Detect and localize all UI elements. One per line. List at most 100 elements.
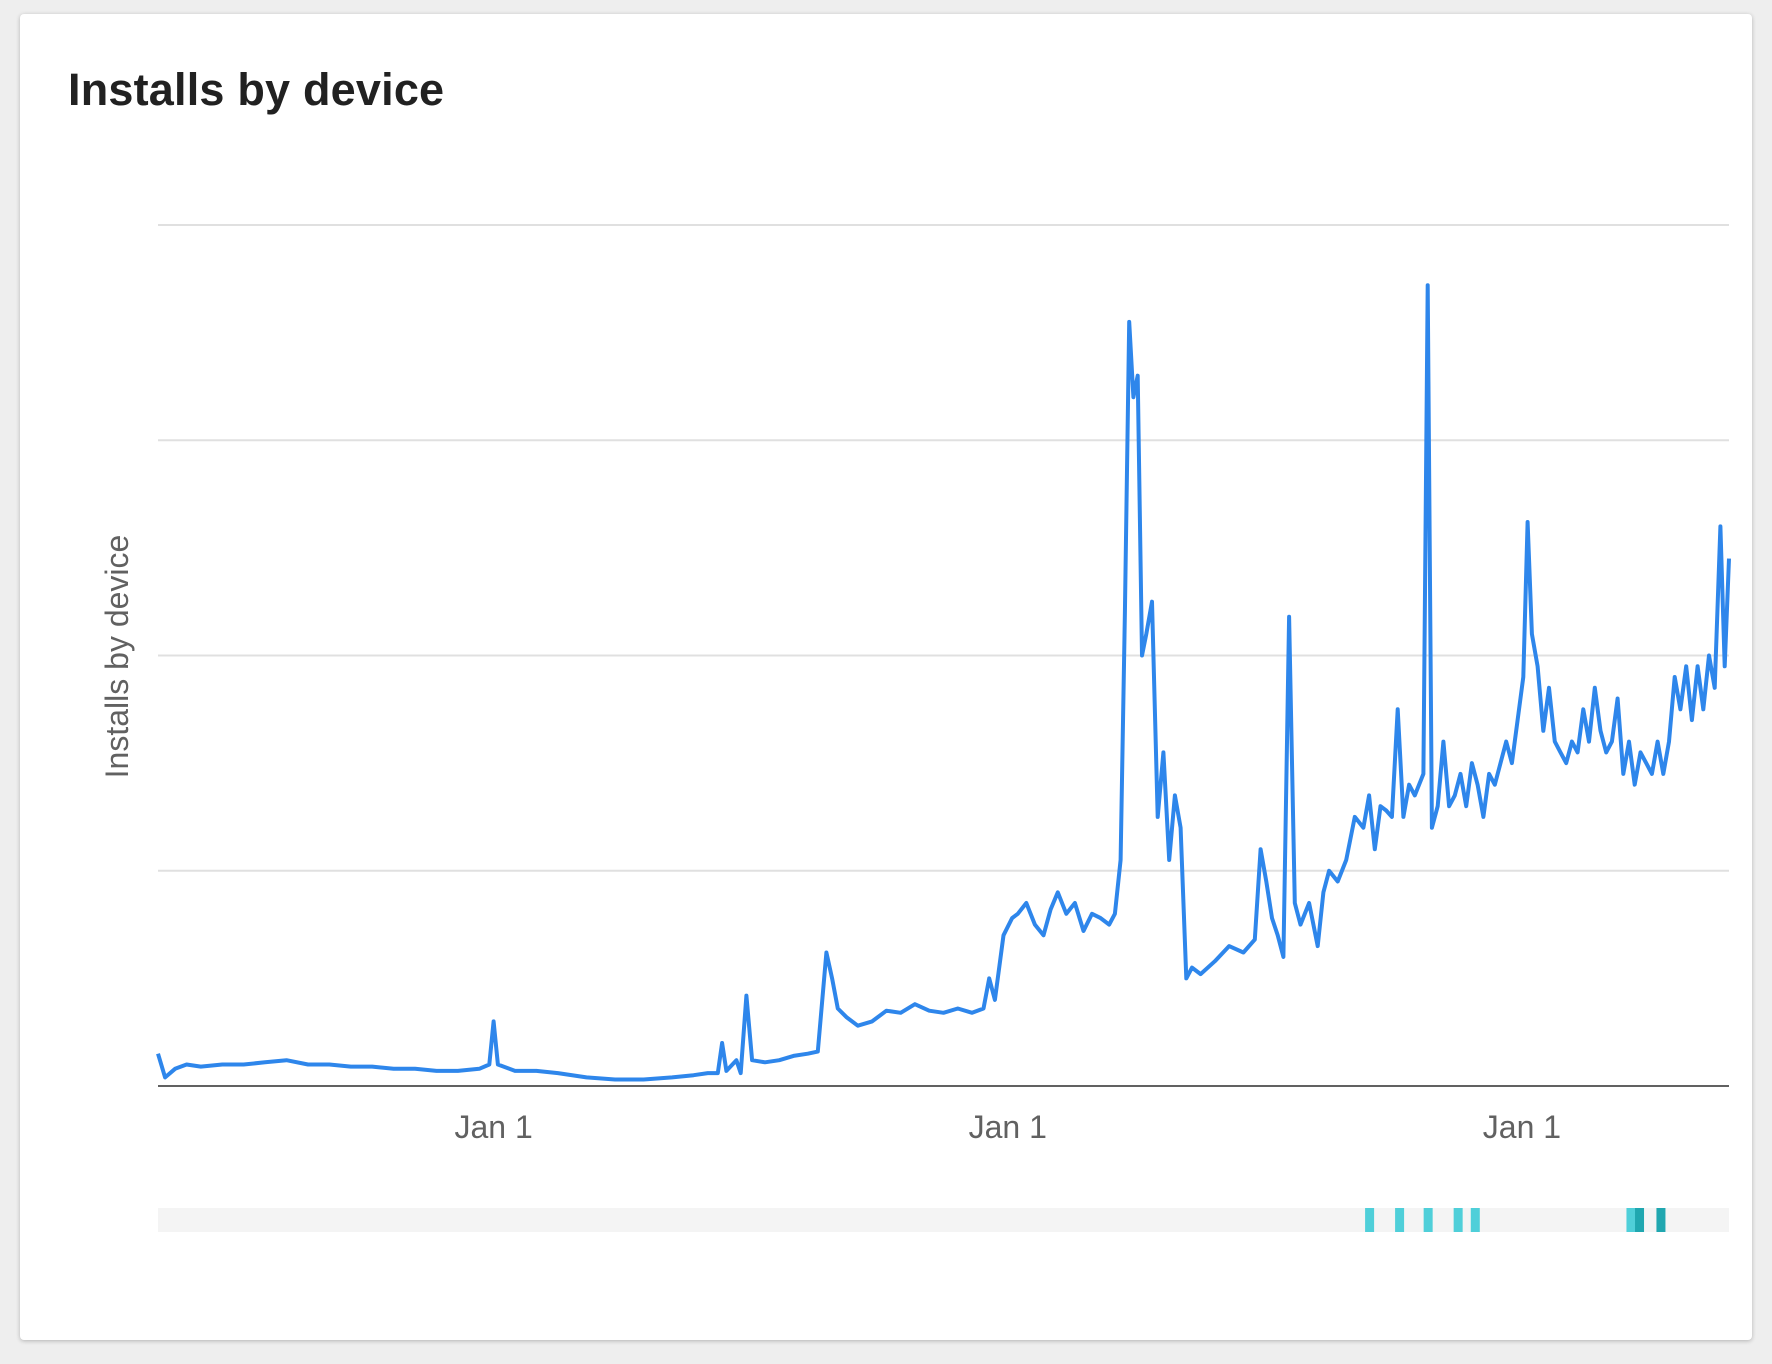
data-point [724,1069,728,1073]
data-point [1667,740,1671,744]
data-point [1604,750,1608,754]
data-point [987,976,991,980]
data-points [156,283,1731,1081]
data-point [1530,632,1534,636]
data-point [1321,890,1325,894]
data-point [242,1063,246,1067]
data-point [1140,654,1144,658]
data-point [1353,815,1357,819]
data-point [1453,793,1457,797]
data-point [1430,826,1434,830]
data-point [392,1067,396,1071]
data-point [1213,959,1217,963]
data-point [1678,707,1682,711]
data-point [716,1071,720,1075]
data-point [1576,750,1580,754]
data-point [1042,933,1046,937]
data-point [1661,772,1665,776]
data-point [1684,664,1688,668]
data-point [435,1069,439,1073]
data-point [734,1058,738,1062]
data-point [1633,783,1637,787]
data-point [739,1071,743,1075]
data-point [173,1067,177,1071]
data-point [1581,707,1585,711]
data-point [1281,955,1285,959]
data-point [1287,615,1291,619]
data-point [1293,901,1297,905]
data-point [613,1078,617,1082]
data-point [870,1019,874,1023]
data-point [777,1058,781,1062]
data-point [1639,750,1643,754]
data-point [763,1060,767,1064]
series-line [156,283,1731,1082]
data-point [163,1075,167,1079]
data-point [1559,750,1563,754]
data-point [1570,740,1574,744]
data-point [413,1067,417,1071]
data-point [1476,783,1480,787]
data-point [1299,923,1303,927]
data-point [993,998,997,1002]
data-point [1113,912,1117,916]
data-point [1690,718,1694,722]
y-axis-label: Installs by device [99,535,135,779]
data-point [1056,890,1060,894]
data-point [1464,804,1468,808]
data-point [1499,761,1503,765]
data-point [1119,858,1123,862]
data-point [720,1041,724,1045]
data-point [1426,283,1430,287]
data-point [1396,707,1400,711]
data-point [1024,901,1028,905]
data-point [982,1007,986,1011]
data-point [830,976,834,980]
data-point [1481,815,1485,819]
data-point [327,1063,331,1067]
data-point [1090,912,1094,916]
range-selector-track[interactable] [158,1208,1729,1232]
data-point [1144,632,1148,636]
data-point [1459,772,1463,776]
data-point [487,1063,491,1067]
data-point [1436,804,1440,808]
data-point [1276,933,1280,937]
data-point [1033,923,1037,927]
data-point [1564,761,1568,765]
data-point [1510,761,1514,765]
data-point [844,1015,848,1019]
data-point [199,1065,203,1069]
data-point [496,1063,500,1067]
data-point [477,1067,481,1071]
data-point [263,1060,267,1064]
data-point [670,1075,674,1079]
data-point [1179,826,1183,830]
data-point [970,1011,974,1015]
data-point [1150,600,1154,604]
chart-card: Installs by device [20,14,1752,1340]
data-point [1127,320,1131,324]
data-point [492,1019,496,1023]
data-point [1493,783,1497,787]
data-point [1002,933,1006,937]
data-point [1650,772,1654,776]
data-point [1367,793,1371,797]
data-point [1587,740,1591,744]
range-marker [1365,1208,1375,1232]
data-point [884,1009,888,1013]
data-point [1082,929,1086,933]
data-point [556,1071,560,1075]
data-point [1504,740,1508,744]
data-point [156,1052,160,1056]
range-selector-markers [1365,1208,1666,1232]
data-point [456,1069,460,1073]
data-point [927,1009,931,1013]
data-point [306,1063,310,1067]
data-point [1099,916,1103,920]
data-point [913,1002,917,1006]
data-point [1413,793,1417,797]
data-point [1536,664,1540,668]
data-point [1264,880,1268,884]
